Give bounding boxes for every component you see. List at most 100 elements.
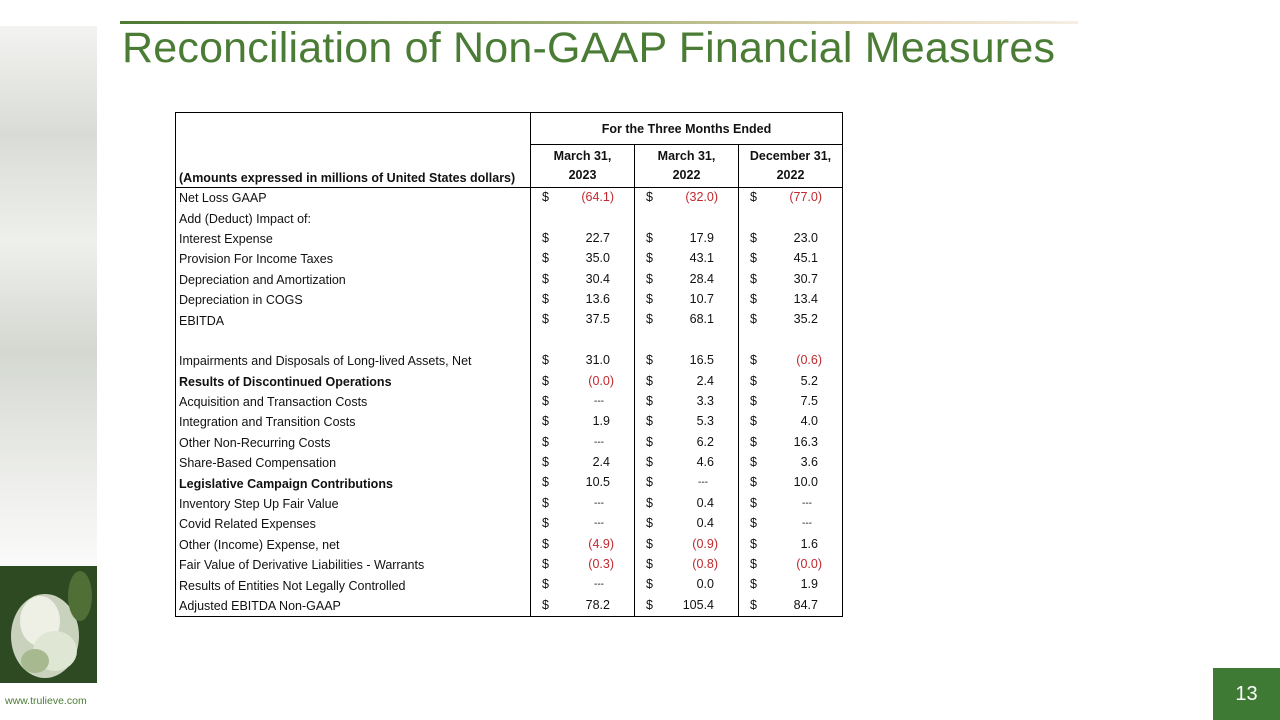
cell-value: (77.0)	[789, 190, 822, 204]
row-label: Interest Expense	[179, 231, 273, 246]
row-label: Provision For Income Taxes	[179, 252, 333, 267]
currency-sign: $	[646, 414, 653, 429]
cell-value: 2.4	[696, 373, 714, 388]
column-heading-line: 2023	[568, 168, 597, 182]
value-cell: $28.4	[634, 269, 739, 290]
value-cell: $5.2	[738, 371, 843, 392]
currency-sign: $	[750, 393, 757, 408]
cell-value: 1.9	[800, 577, 818, 592]
value-cell: $ ---	[530, 391, 635, 413]
value-cell: $5.3	[634, 412, 739, 433]
currency-sign: $	[542, 455, 549, 470]
currency-sign: $	[750, 251, 757, 266]
currency-sign: $	[750, 516, 757, 531]
value-cell: $13.4	[738, 289, 843, 311]
currency-sign: $	[542, 230, 549, 245]
value-cell: $0.4	[634, 493, 739, 515]
currency-sign: $	[750, 455, 757, 470]
cell-value: ---	[698, 477, 708, 489]
cell-value: 0.0	[696, 577, 714, 592]
value-cell: $1.9	[738, 575, 843, 596]
value-cell: $35.0	[530, 249, 635, 270]
side-image	[0, 26, 97, 566]
row-label: Results of Discontinued Operations	[179, 374, 392, 389]
cell-value: ---	[802, 497, 812, 509]
table-row: Legislative Campaign Contributions $10.5 $…	[176, 473, 843, 494]
column-heading: March 31, 2022	[634, 144, 739, 188]
currency-sign: $	[542, 251, 549, 266]
cell-value: 13.6	[585, 291, 610, 306]
currency-sign: $	[542, 475, 549, 490]
cell-value: 0.4	[696, 495, 714, 510]
cell-value: 3.3	[696, 393, 714, 408]
value-cell: $ ---	[530, 493, 635, 515]
cell-value: 30.7	[793, 271, 818, 286]
value-cell: $30.4	[530, 269, 635, 290]
cell-value: 35.2	[793, 312, 818, 327]
table-row: Depreciation in COGS $13.6 $10.7 $13.4	[176, 289, 843, 311]
cell-value: 16.5	[689, 353, 714, 368]
currency-sign: $	[646, 495, 653, 510]
value-cell: $ ---	[530, 575, 635, 596]
cell-value: 0.4	[696, 516, 714, 531]
row-label: Depreciation and Amortization	[179, 272, 346, 287]
table-row: Results of Discontinued Operations $ (0.0)…	[176, 371, 843, 392]
value-cell: $ (0.8)	[634, 555, 739, 576]
row-label: Net Loss GAAP	[179, 191, 267, 206]
value-cell: $ (4.9)	[530, 534, 635, 556]
cell-value: 84.7	[793, 597, 818, 612]
cell-value: 30.4	[585, 271, 610, 286]
value-cell: $16.5	[634, 351, 739, 372]
cell-value: 37.5	[585, 312, 610, 327]
currency-sign: $	[750, 291, 757, 306]
table-row: Other (Income) Expense, net $ (4.9) $ (0.9) $…	[176, 534, 843, 556]
table-row: Fair Value of Derivative Liabilities - W…	[176, 555, 843, 576]
currency-sign: $	[542, 495, 549, 510]
currency-sign: $	[750, 373, 757, 388]
value-cell: $3.3	[634, 391, 739, 413]
column-heading-line: March 31,	[553, 149, 612, 163]
cell-value: ---	[594, 579, 604, 591]
corner	[176, 113, 531, 145]
cell-value: ---	[594, 518, 604, 530]
value-cell: $10.0	[738, 473, 843, 494]
currency-sign: $	[750, 353, 757, 368]
cell-value: (32.0)	[685, 190, 718, 204]
table-row: Covid Related Expenses $ --- $0.4 $ ---	[176, 514, 843, 535]
cell-value: (0.3)	[588, 557, 614, 572]
value-cell: $17.9	[634, 228, 739, 250]
column-heading-line: 2022	[776, 168, 805, 182]
cell-value: 2.4	[592, 455, 610, 470]
value-cell: $30.7	[738, 269, 843, 290]
currency-sign: $	[750, 495, 757, 510]
currency-sign: $	[646, 251, 653, 266]
cell-value: 17.9	[689, 230, 714, 245]
currency-sign: $	[542, 353, 549, 368]
currency-sign: $	[750, 597, 757, 612]
value-cell: $ (0.3)	[530, 555, 635, 576]
value-cell: $2.4	[634, 371, 739, 392]
currency-sign: $	[542, 271, 549, 286]
spacer-cell	[530, 330, 635, 352]
value-cell: $31.0	[530, 351, 635, 372]
currency-sign: $	[750, 414, 757, 429]
currency-sign: $	[542, 577, 549, 592]
value-cell: $ (0.6)	[738, 351, 843, 372]
currency-sign: $	[750, 577, 757, 592]
currency-sign: $	[542, 536, 549, 551]
value-cell: $0.0	[634, 575, 739, 596]
column-heading-line: December 31,	[749, 149, 832, 163]
currency-sign: $	[646, 557, 653, 572]
table-row: Add (Deduct) Impact of:	[176, 208, 843, 229]
currency-sign: $	[646, 373, 653, 388]
cell-value: 23.0	[793, 230, 818, 245]
cell-value: 31.0	[585, 353, 610, 368]
currency-sign: $	[750, 312, 757, 327]
currency-sign: $	[646, 455, 653, 470]
row-label: Impairments and Disposals of Long-lived …	[179, 354, 472, 369]
cell-value: ---	[594, 497, 604, 509]
table-row: Impairments and Disposals of Long-lived …	[176, 351, 843, 372]
plant-image	[0, 566, 97, 683]
cell-value: 5.3	[696, 414, 714, 429]
